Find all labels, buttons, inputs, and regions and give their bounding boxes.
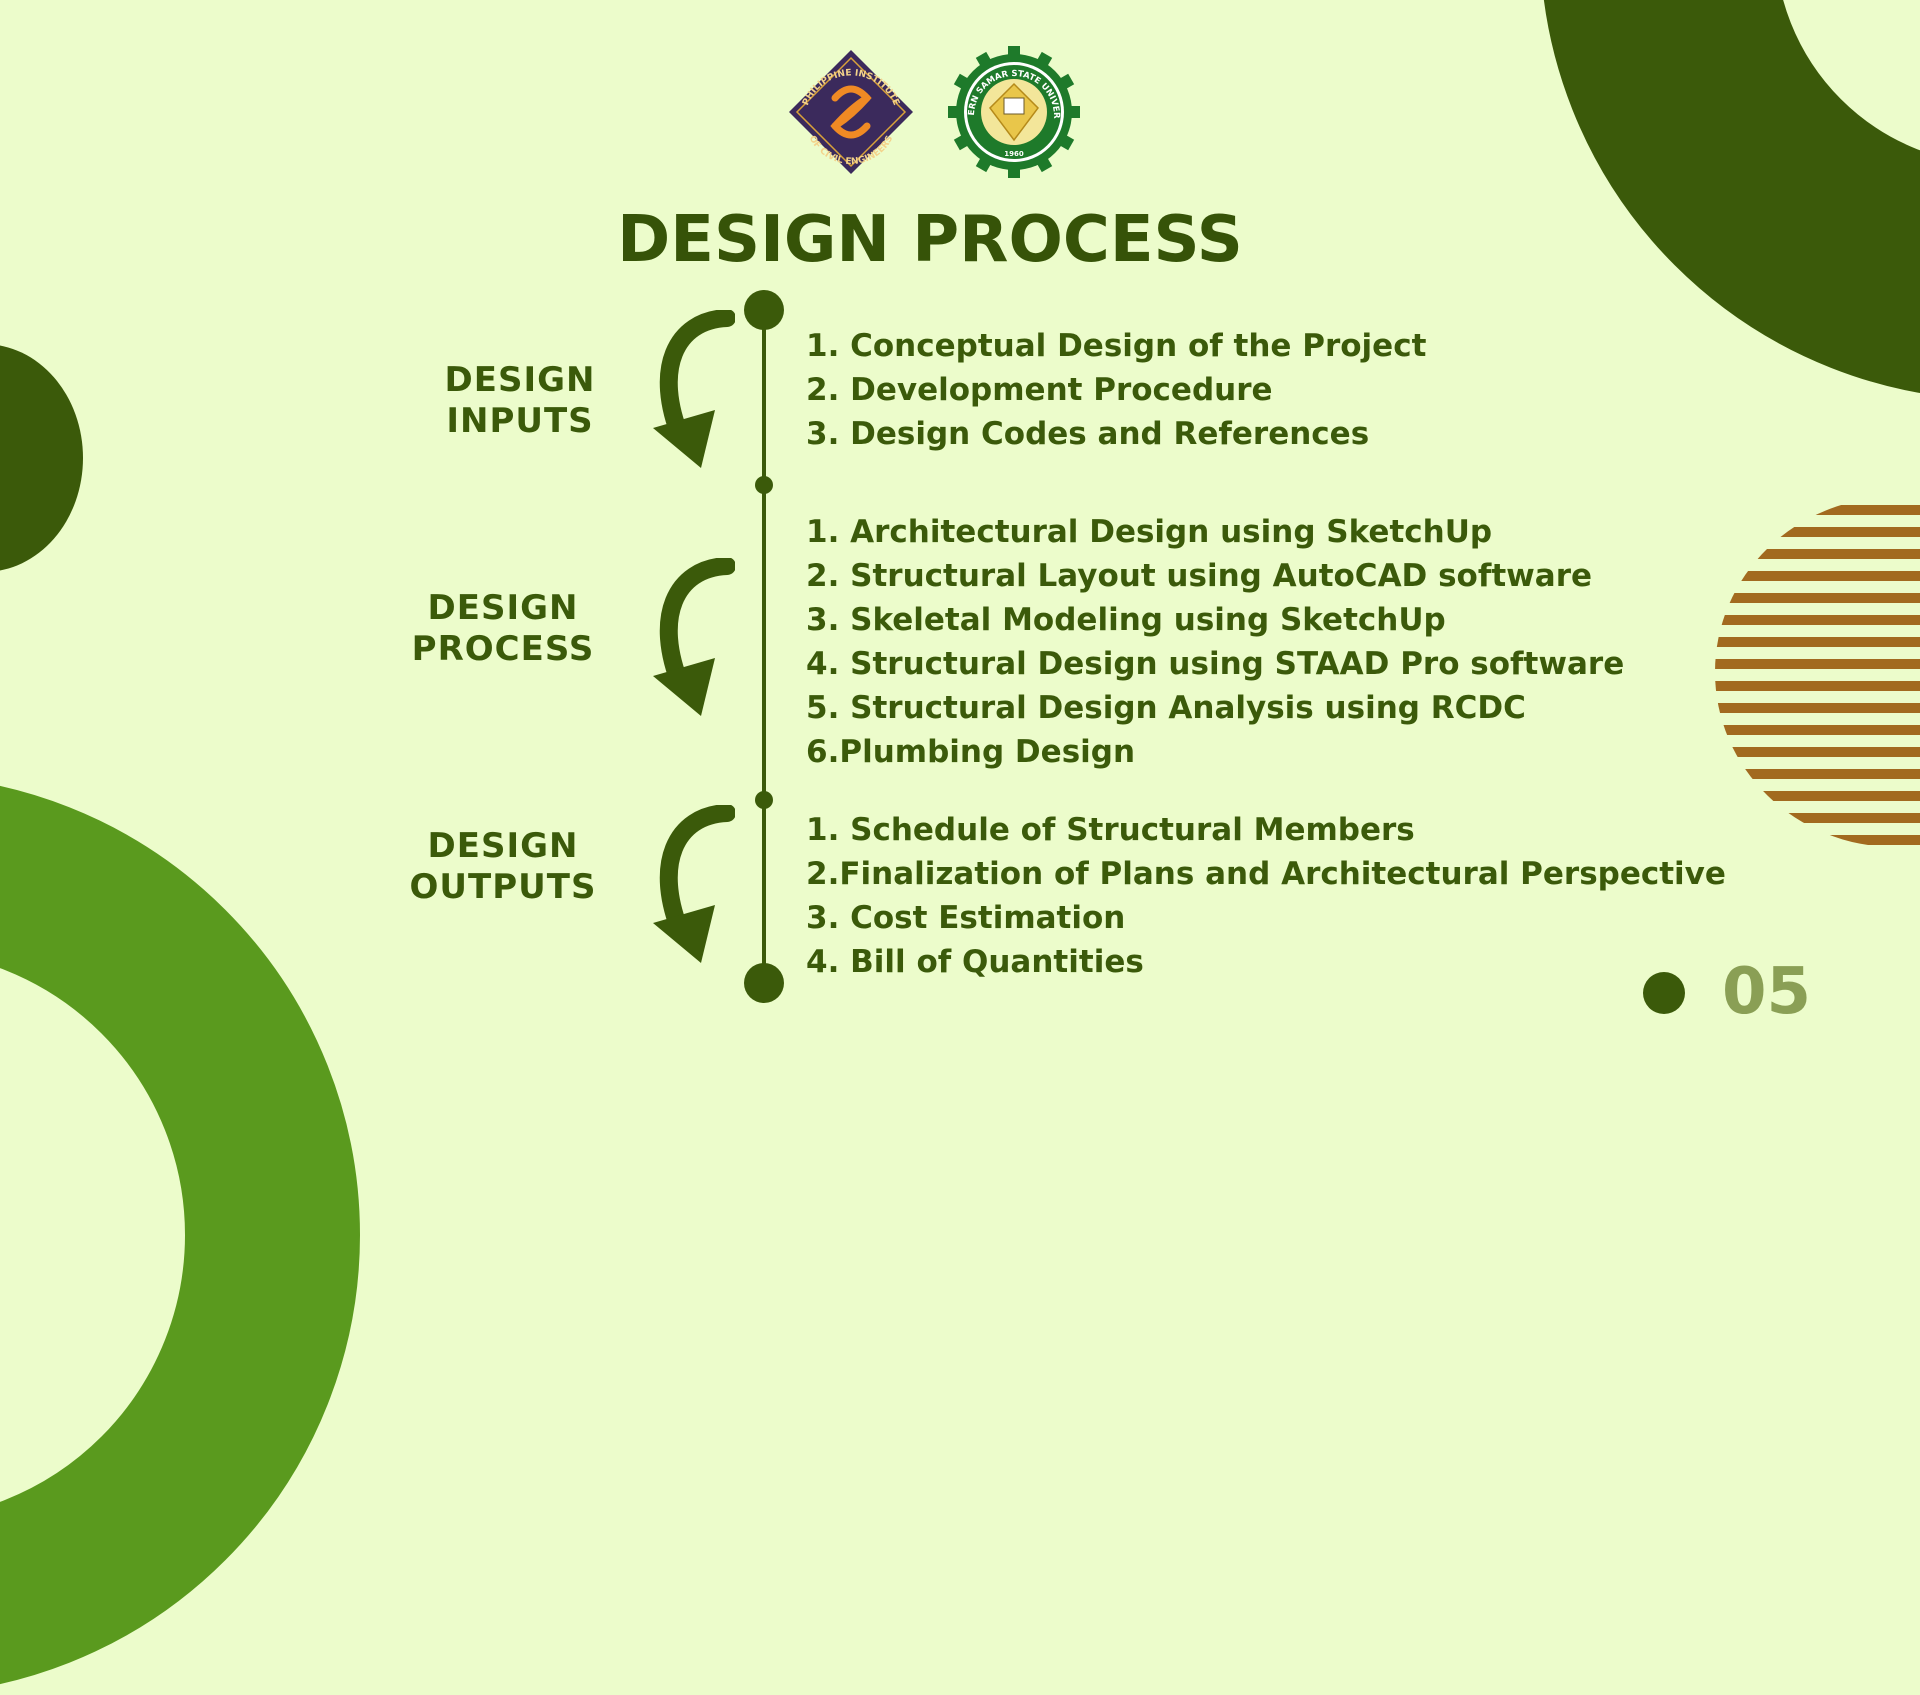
decorative-circle-left	[0, 344, 83, 572]
timeline-line	[762, 310, 766, 980]
page-number: 05	[1722, 955, 1812, 1029]
timeline-node	[755, 791, 773, 809]
list-item: 2. Structural Layout using AutoCAD softw…	[806, 558, 1593, 594]
list-item: 1. Conceptual Design of the Project	[806, 328, 1427, 364]
curved-down-arrow-icon	[653, 805, 735, 963]
list-item: 2. Development Procedure	[806, 372, 1273, 408]
curved-down-arrow-icon	[653, 310, 735, 468]
section-label-line: PROCESS	[411, 629, 595, 669]
page-number-dot	[1643, 972, 1685, 1014]
section-list-process: 1. Architectural Design using SketchUp 2…	[806, 514, 1624, 770]
list-item: 4. Bill of Quantities	[806, 944, 1144, 980]
essu-seal-logo: EASTERN SAMAR STATE UNIVERSITY 1960	[948, 46, 1080, 178]
section-label-line: INPUTS	[446, 401, 594, 441]
page-title: DESIGN PROCESS	[617, 203, 1243, 277]
list-item: 6.Plumbing Design	[806, 734, 1136, 770]
section-label-process: DESIGN PROCESS	[403, 588, 603, 670]
curved-down-arrow-icon	[653, 558, 735, 716]
list-item: 4. Structural Design using STAAD Pro sof…	[806, 646, 1625, 682]
section-label-line: DESIGN	[427, 588, 579, 628]
section-label-line: OUTPUTS	[409, 867, 597, 907]
section-list-outputs: 1. Schedule of Structural Members 2.Fina…	[806, 812, 1726, 980]
svg-text:1960: 1960	[1004, 150, 1024, 158]
list-item: 3. Cost Estimation	[806, 900, 1126, 936]
section-label-inputs: DESIGN INPUTS	[420, 360, 620, 442]
decorative-ring-bottom-left	[0, 775, 360, 1695]
section-label-outputs: DESIGN OUTPUTS	[403, 826, 603, 908]
list-item: 5. Structural Design Analysis using RCDC	[806, 690, 1526, 726]
timeline-end-dot	[744, 963, 784, 1003]
list-item: 1. Schedule of Structural Members	[806, 812, 1415, 848]
list-item: 1. Architectural Design using SketchUp	[806, 514, 1493, 550]
list-item: 3. Skeletal Modeling using SketchUp	[806, 602, 1446, 638]
list-item: 3. Design Codes and References	[806, 416, 1370, 452]
decorative-ring-top-right	[1540, 0, 1920, 400]
list-item: 2.Finalization of Plans and Architectura…	[806, 856, 1726, 892]
section-label-line: DESIGN	[444, 360, 596, 400]
timeline-node	[755, 476, 773, 494]
timeline-start-dot	[744, 290, 784, 330]
section-list-inputs: 1. Conceptual Design of the Project 2. D…	[806, 328, 1426, 452]
pice-logo: PHILIPPINE INSTITUTE OF CIVIL ENGINEERS	[789, 50, 913, 174]
decorative-striped-circle	[1715, 497, 1920, 847]
section-label-line: DESIGN	[427, 826, 579, 866]
